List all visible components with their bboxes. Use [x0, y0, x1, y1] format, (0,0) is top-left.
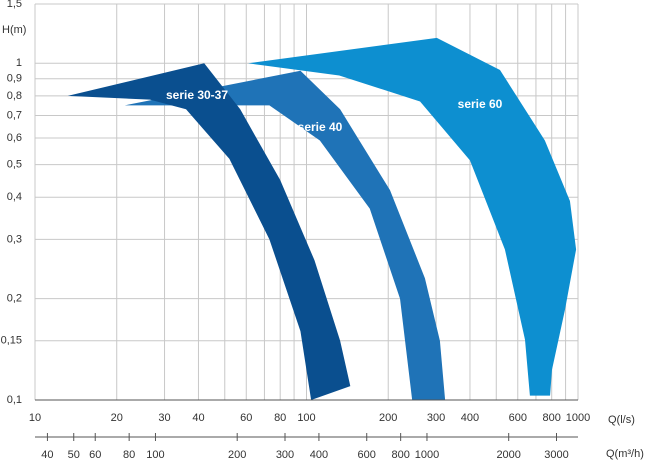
y-tick-label: 1: [16, 57, 22, 69]
x2-axis-label: Q(m³/h): [606, 448, 644, 460]
series-area: [124, 70, 446, 401]
y-tick-label: 0,1: [7, 394, 22, 406]
y-tick-label: 0,15: [1, 335, 22, 347]
x-tick-label: 80: [274, 412, 286, 424]
x2-tick-label: 600: [358, 449, 376, 461]
x2-tick-label: 80: [123, 449, 135, 461]
y-tick-label: 0,5: [7, 159, 22, 171]
x2-tick-label: 1000: [415, 449, 439, 461]
x-tick-label: 10: [29, 412, 41, 424]
x-tick-label: 40: [192, 412, 204, 424]
series-area: [248, 37, 577, 396]
y-axis-label: H(m): [2, 24, 26, 36]
x-tick-label: 100: [297, 412, 315, 424]
x2-tick-label: 2000: [496, 449, 520, 461]
x2-tick-label: 800: [391, 449, 409, 461]
y-tick-label: 1,5: [7, 0, 22, 10]
y-tick-label: 0,4: [7, 191, 22, 203]
x-tick-label: 400: [461, 412, 479, 424]
x2-tick-label: 40: [41, 449, 53, 461]
y-tick-label: 0,9: [7, 73, 22, 85]
x-tick-label: 200: [379, 412, 397, 424]
x-tick-label: 20: [111, 412, 123, 424]
y-tick-label: 0,2: [7, 293, 22, 305]
x-tick-label: 600: [509, 412, 527, 424]
y-tick-label: 0,7: [7, 109, 22, 121]
x2-tick-label: 300: [276, 449, 294, 461]
x-tick-label: 60: [240, 412, 252, 424]
series-label: serie 30-37: [166, 88, 228, 102]
series-label: serie 60: [458, 97, 503, 111]
x2-tick-label: 3000: [544, 449, 568, 461]
x2-tick-label: 60: [89, 449, 101, 461]
series-label: serie 40: [298, 120, 343, 134]
series-area: [67, 63, 351, 400]
x2-tick-label: 200: [228, 449, 246, 461]
x-tick-label: 1000: [566, 412, 590, 424]
x2-tick-label: 100: [146, 449, 164, 461]
y-tick-label: 0,3: [7, 233, 22, 245]
x-axis-label: Q(l/s): [608, 414, 635, 426]
x-tick-label: 30: [158, 412, 170, 424]
x2-tick-label: 50: [68, 449, 80, 461]
x-tick-label: 800: [543, 412, 561, 424]
y-tick-label: 0,8: [7, 90, 22, 102]
y-tick-label: 0,6: [7, 132, 22, 144]
x-tick-label: 300: [427, 412, 445, 424]
x2-tick-label: 400: [310, 449, 328, 461]
